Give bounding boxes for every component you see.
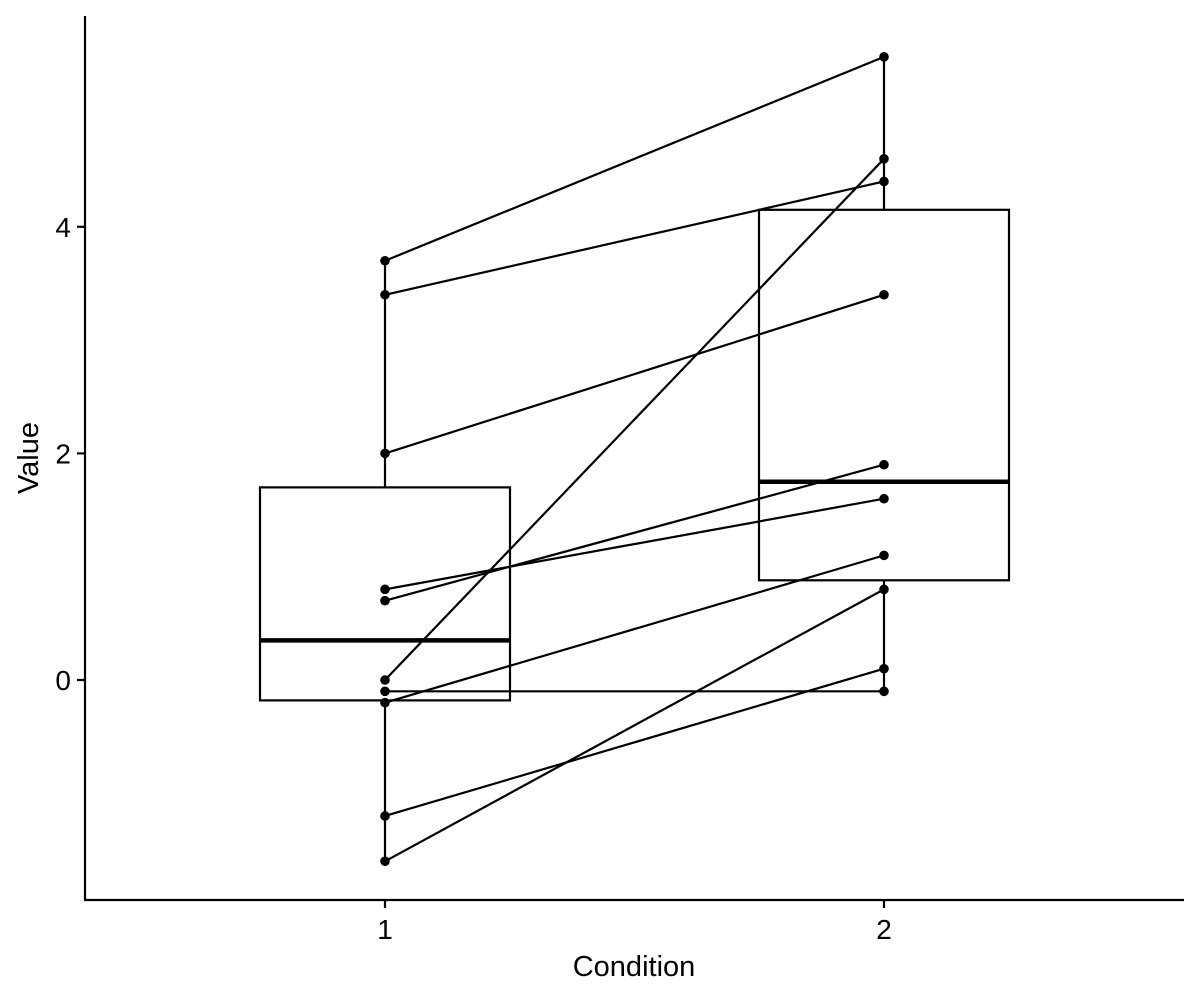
point-condition-2: [879, 459, 889, 470]
point-condition-1: [380, 675, 390, 685]
y-tick-label: 0: [55, 665, 71, 696]
point-condition-1: [380, 448, 390, 459]
point-condition-1: [380, 697, 390, 708]
y-axis-title: Value: [13, 422, 45, 494]
pair-lines-layer: [384, 55, 885, 863]
pair-line: [384, 293, 885, 455]
points-layer: [380, 52, 889, 867]
point-condition-2: [879, 686, 889, 697]
y-tick-label: 2: [55, 438, 71, 469]
point-condition-2: [879, 550, 889, 561]
point-condition-2: [879, 663, 889, 674]
pair-line: [384, 554, 885, 704]
pair-line: [384, 158, 885, 681]
pair-line: [384, 588, 885, 863]
point-condition-2: [879, 584, 889, 595]
pair-line: [384, 55, 885, 262]
pair-line: [384, 497, 885, 591]
point-condition-1: [380, 686, 390, 697]
point-condition-2: [879, 176, 889, 187]
pair-line: [384, 463, 885, 602]
ticks-layer: 0 2 4 1 2: [55, 212, 891, 945]
point-condition-1: [380, 255, 390, 266]
x-tick-label: 1: [377, 914, 393, 945]
point-condition-1: [380, 595, 390, 606]
y-tick-label: 4: [55, 212, 71, 243]
boxes-layer: [258, 56, 1011, 862]
x-tick-label: 2: [876, 914, 892, 945]
point-condition-2: [879, 493, 889, 504]
point-condition-1: [380, 289, 390, 300]
point-condition-1: [380, 811, 390, 821]
pair-line: [384, 667, 885, 818]
point-condition-1: [380, 584, 390, 595]
axes-layer: [83, 16, 1184, 902]
point-condition-2: [879, 154, 889, 164]
box-2: [757, 208, 1011, 582]
point-condition-2: [879, 289, 889, 300]
x-axis-title: Condition: [573, 951, 696, 983]
pair-line: [384, 180, 885, 296]
point-condition-2: [879, 52, 889, 62]
point-condition-1: [380, 856, 390, 867]
